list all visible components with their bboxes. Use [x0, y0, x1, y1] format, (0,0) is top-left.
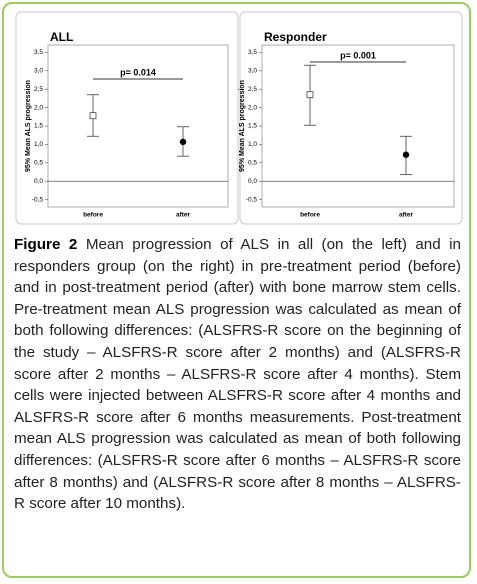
mean-marker [402, 151, 410, 158]
figure-frame [2, 2, 471, 578]
y-tick-label: 0,5 [34, 160, 43, 167]
x-tick-label: before [300, 212, 320, 219]
y-tick-label: 1,0 [248, 141, 257, 148]
annotation: p= 0.001 [340, 50, 376, 60]
charts: ALL 95% Mean ALS progression 3,5 3,0 2,5 2,0 1… [15, 11, 463, 225]
y-tick-label: 3,5 [248, 49, 257, 56]
y-tick-label: 3,0 [34, 67, 43, 74]
y-axis-label: 95% Mean ALS progression [25, 80, 32, 172]
chart-title: Responder [264, 30, 327, 44]
y-tick-label: -0,5 [246, 196, 258, 203]
y-tick-label: 2,5 [248, 86, 257, 93]
mean-marker [179, 138, 187, 146]
y-axis-label: 95% Mean ALS progression [239, 80, 246, 172]
caption-label: Figure 2 [14, 236, 78, 253]
caption-text: Mean progression of ALS in all (on the l… [14, 236, 461, 513]
y-tick-label: 0,5 [248, 160, 257, 167]
mean-marker [89, 112, 97, 120]
y-tick-label: 1,5 [248, 123, 257, 130]
plot-area [261, 44, 455, 208]
y-tick-label: 2,0 [248, 104, 257, 111]
y-tick-label: 1,0 [34, 141, 43, 148]
y-tick-label: 3,0 [248, 67, 257, 74]
y-tick-label: 2,0 [34, 104, 43, 111]
caption: Figure 2 Mean progression of ALS in all … [14, 234, 461, 515]
chart-title: ALL [50, 30, 73, 44]
y-tick-label: 0,0 [248, 178, 257, 185]
x-tick-label: after [176, 212, 191, 219]
y-tick-label: 0,0 [34, 178, 43, 185]
y-tick-label: 3,5 [34, 49, 43, 56]
annotation: p= 0.014 [120, 67, 156, 77]
y-tick-label: 1,5 [34, 123, 43, 130]
x-tick-label: before [83, 212, 103, 219]
y-tick-label: -0,5 [32, 196, 44, 203]
y-tick-label: 2,5 [34, 86, 43, 93]
x-tick-label: after [399, 212, 414, 219]
plot-area [47, 44, 229, 208]
mean-marker [306, 91, 314, 99]
